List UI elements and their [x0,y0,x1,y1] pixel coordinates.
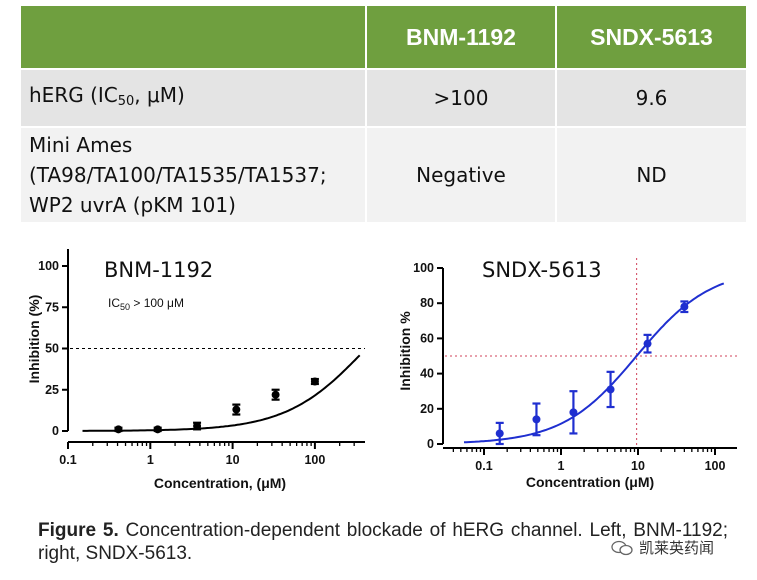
sndx-y-tick-label: 100 [413,261,434,275]
bnm-chart-title: BNM-1192 [104,258,213,282]
sndx-chart-title: SNDX-5613 [482,258,602,282]
bnm-x-tick-label: 100 [304,453,325,467]
sndx-y-tick-label: 80 [420,296,434,310]
sndx-y-axis-title: Inhibition % [397,311,413,391]
bnm-data-point [310,377,319,386]
bnm-x-tick-label: 1 [147,453,154,467]
bnm-y-tick-label: 0 [52,424,59,438]
figure-caption: Figure 5. Concentration-dependent blocka… [38,519,728,565]
bnm-data-point [271,390,280,399]
bnm-y-tick-label: 50 [45,342,59,356]
bnm-y-tick-label: 75 [45,300,59,314]
sndx-y-tick-label: 0 [427,437,434,451]
chart-bnm-1192: 0 25 50 75 100 0.1 1 10 100 BNM-1192 IC50 > 100… [26,249,365,491]
bnm-x-tick-label: 10 [226,453,240,467]
sndx-x-tick-label: 1 [558,459,565,473]
sndx-fit-curve [463,282,725,444]
sndx-data-point [680,302,689,311]
bnm-y-tick-label: 100 [38,259,59,273]
sndx-data-point [532,415,541,424]
sndx-data-point [606,385,615,394]
table-row-herg: hERG (IC50, μM) >100 9.6 [21,68,746,127]
watermark-text: 凯莱英药闻 [639,539,715,557]
herg-value-bnm: >100 [366,68,557,127]
bnm-fit-curve [82,354,361,432]
header-empty-cell [21,6,367,69]
sndx-y-tick-label: 60 [420,331,434,345]
mini-ames-value-bnm: Negative [366,126,557,222]
table-row-mini-ames: Mini Ames (TA98/TA100/TA1535/TA1537; WP2… [21,126,746,222]
mini-ames-label: Mini Ames (TA98/TA100/TA1535/TA1537; WP2… [21,126,367,222]
herg-value-sndx: 9.6 [556,68,746,127]
bnm-data-point [153,425,162,434]
sndx-data-point [569,408,578,417]
header-bnm-1192: BNM-1192 [366,6,557,69]
sndx-x-tick-label: 0.1 [475,459,492,473]
properties-table: BNM-1192 SNDX-5613 hERG (IC50, μM) >100 … [21,6,746,222]
mini-ames-value-sndx: ND [556,126,746,222]
sndx-y-tick-label: 40 [420,367,434,381]
bnm-y-axis-title: Inhibition (%) [26,295,42,384]
sndx-y-tick-label: 20 [420,402,434,416]
sndx-x-axis-title: Concentration (μM) [526,474,654,490]
bnm-data-point [193,422,202,431]
header-sndx-5613: SNDX-5613 [556,6,746,69]
wechat-icon [611,540,633,555]
bnm-x-axis-title: Concentration, (μM) [154,475,286,491]
wechat-watermark: 凯莱英药闻 [611,537,714,558]
figure-label: Figure 5. [38,520,119,541]
table-header-row: BNM-1192 SNDX-5613 [21,6,746,69]
bnm-x-tick-label: 0.1 [59,453,76,467]
bnm-data-point [114,425,123,434]
sndx-x-tick-label: 10 [631,459,645,473]
sndx-data-point [643,339,652,348]
herg-label: hERG (IC50, μM) [21,68,367,127]
bnm-y-tick-label: 25 [45,383,59,397]
bnm-ic50-note: IC50 > 100 μM [108,296,184,312]
sndx-data-point [495,429,504,438]
bnm-data-point [232,405,241,414]
sndx-x-tick-label: 100 [705,459,726,473]
figure-caption-text: Concentration-dependent blockade of hERG… [38,520,728,564]
chart-sndx-5613: 0 20 40 60 80 100 0.1 1 10 100 SNDX-5613 Concent… [397,258,737,490]
